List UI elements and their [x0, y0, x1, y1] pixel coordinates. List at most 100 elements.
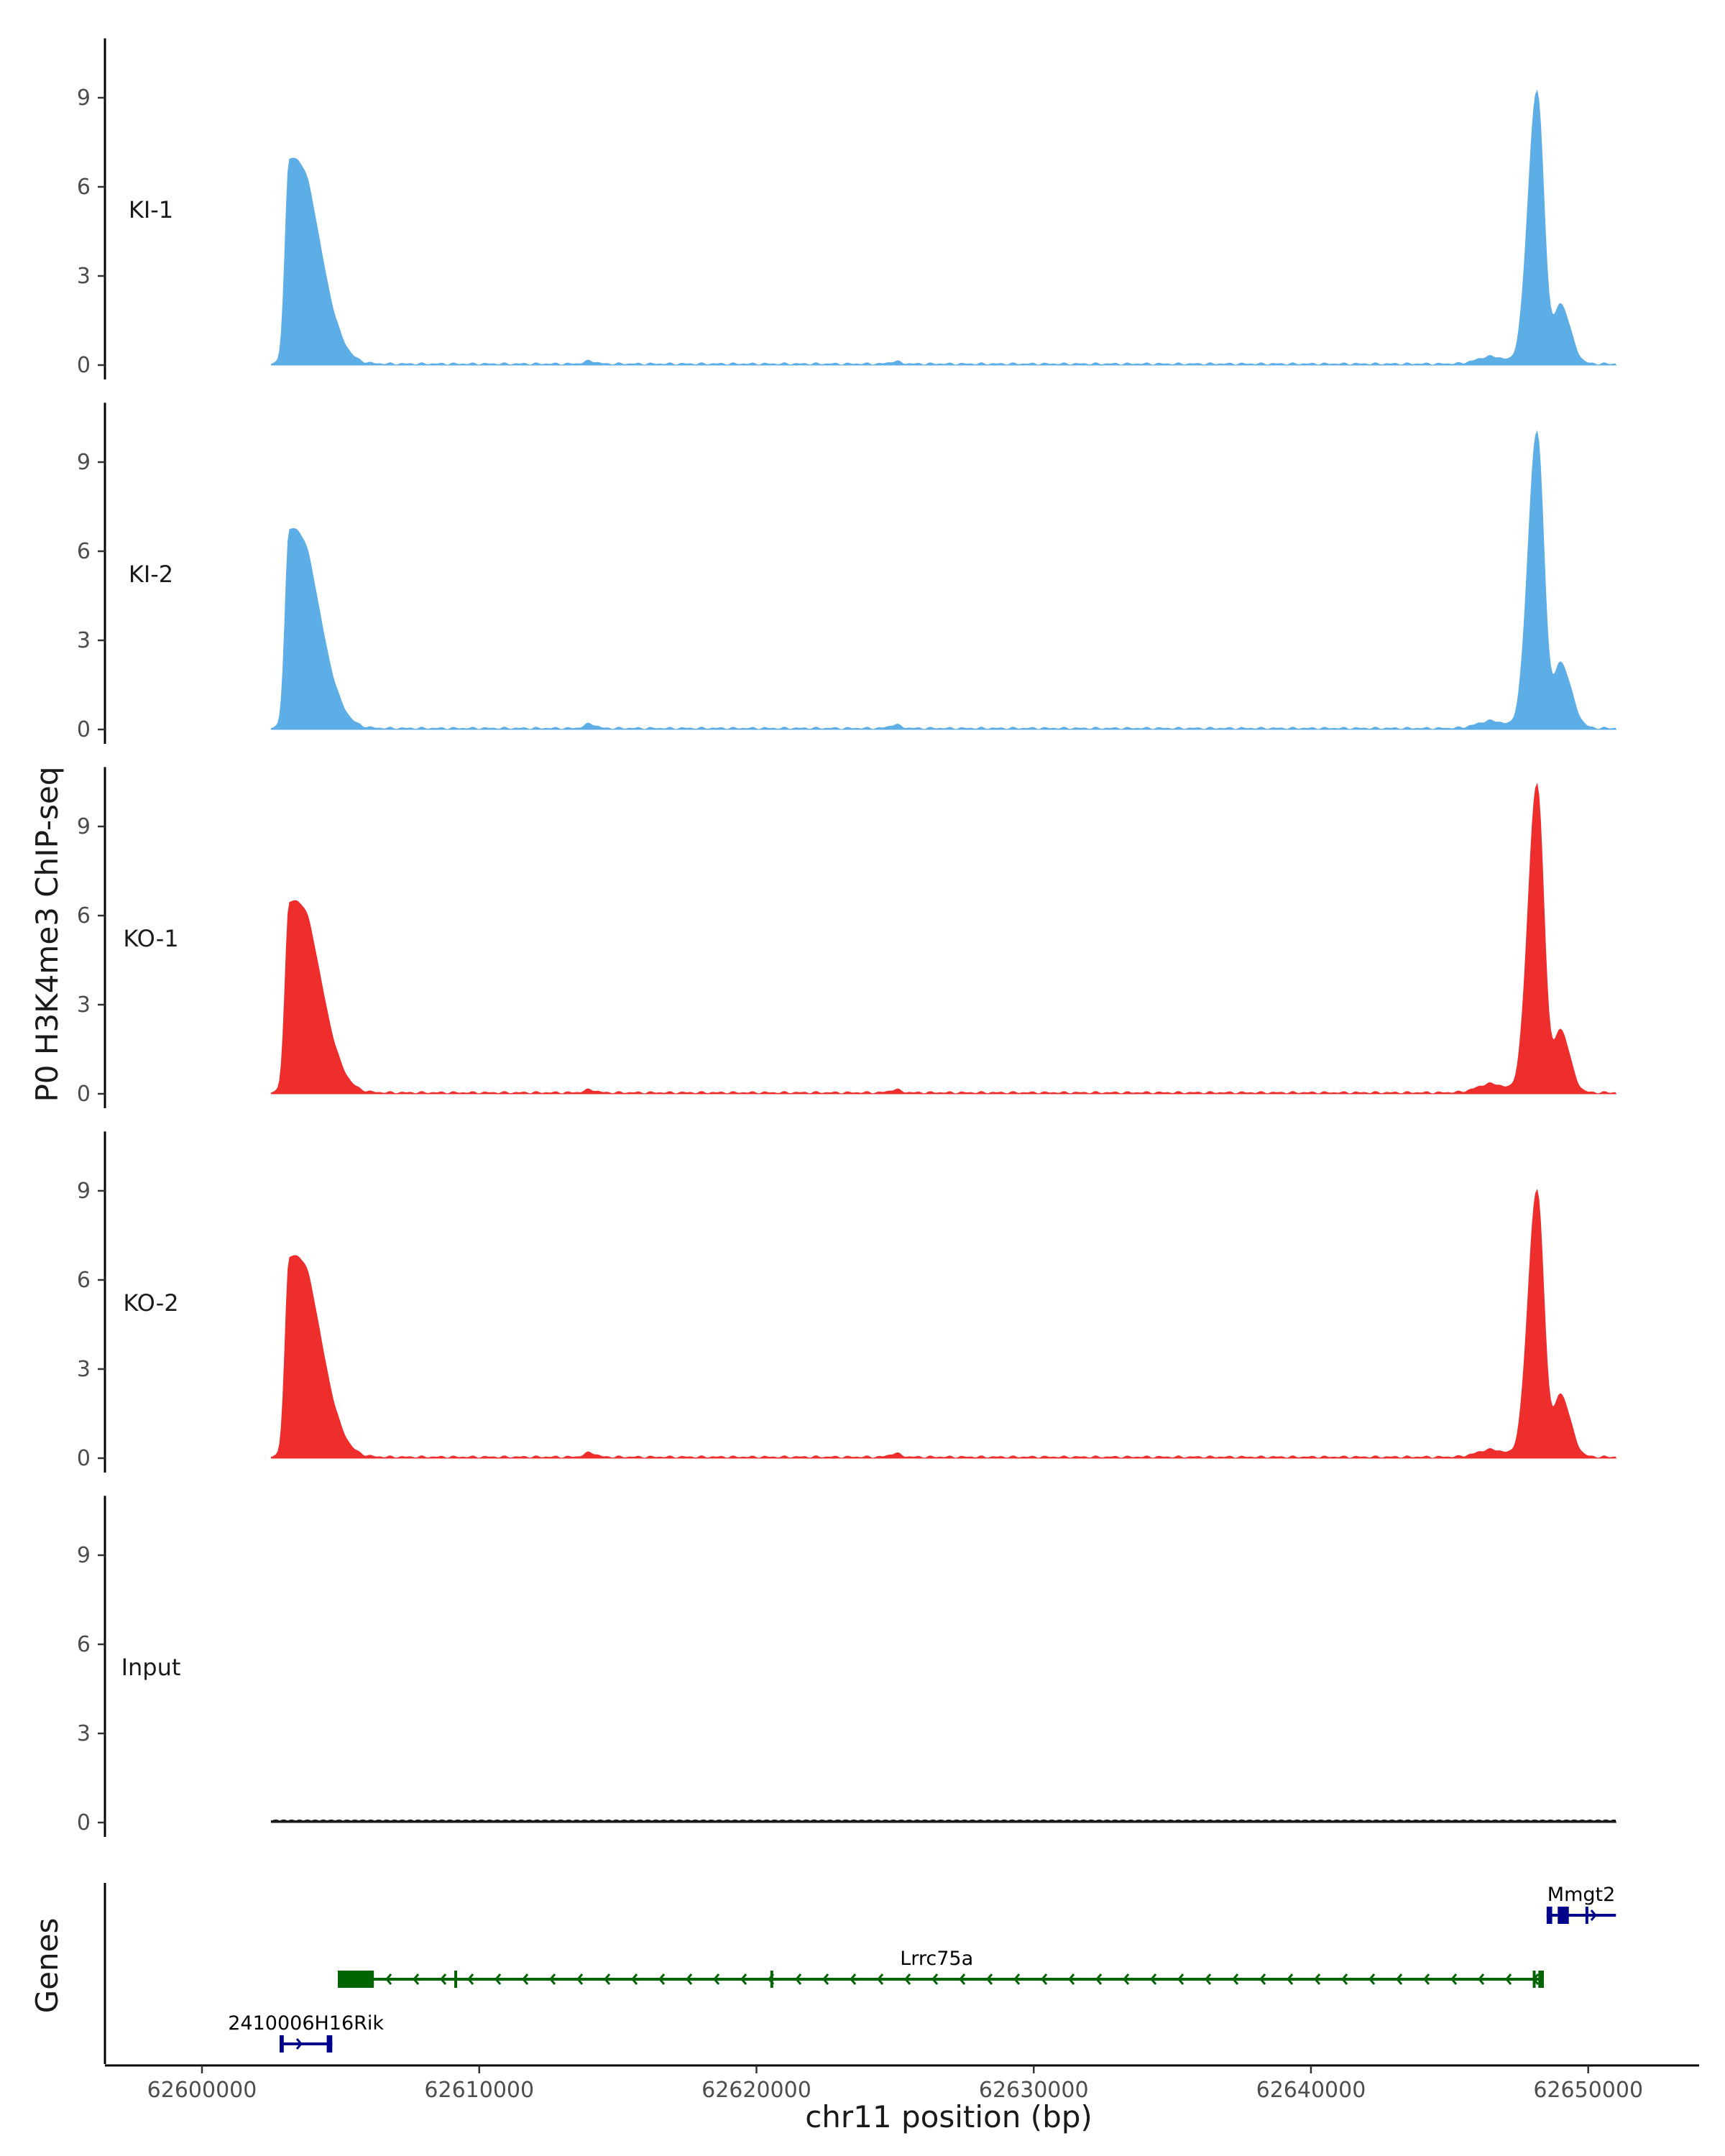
x-tick-label: 62650000: [1533, 2078, 1643, 2103]
y-tick-label: 9: [77, 86, 91, 111]
exon: [1532, 1971, 1536, 1988]
strand-arrow: [1287, 1973, 1294, 1985]
strand-arrow: [549, 1973, 556, 1985]
strand-arrow: [1013, 1973, 1021, 1985]
y-tick-label: 6: [77, 539, 91, 564]
strand-arrow: [795, 1973, 802, 1985]
strand-arrow: [385, 1973, 392, 1985]
strand-arrow: [986, 1973, 993, 1985]
exon: [326, 2035, 333, 2053]
strand-arrow: [959, 1973, 966, 1985]
exon: [1558, 1907, 1569, 1924]
y-tick-label: 6: [77, 1268, 91, 1293]
strand-arrow: [440, 1973, 447, 1985]
track-label: KO-2: [123, 1289, 178, 1317]
genes-panel: Mmgt2 Lrrc75a 2410006H16Rik: [104, 1883, 1616, 2064]
y-tick-label: 0: [77, 353, 91, 378]
gene-label: Mmgt2: [1547, 1884, 1616, 1906]
track-ki-1: 0 3 6 9 KI-1: [77, 38, 1617, 379]
strand-arrow: [850, 1973, 857, 1985]
strand-arrow: [1590, 1909, 1597, 1921]
strand-arrow: [904, 1973, 911, 1985]
x-tick-label: 62600000: [147, 2078, 257, 2103]
gene-label: 2410006H16Rik: [228, 2012, 384, 2035]
strand-arrow: [467, 1973, 474, 1985]
x-tick-label: 62630000: [979, 2078, 1089, 2103]
x-tick-label: 62610000: [424, 2078, 534, 2103]
x-axis: 62600000 62610000 62620000 62630000 62640000…: [105, 2064, 1699, 2103]
y-axis-title: P0 H3K4me3 ChIP-seq: [29, 766, 65, 1102]
tracks-layer: 0 3 6 9 KI-1 0 3 6 9 KI-2 0 3 6 9 KO-1 0 3 6 9 KO-2 0 3 6 9 Inpu…: [77, 38, 1617, 1837]
y-tick-label: 9: [77, 450, 91, 475]
strand-arrow: [1068, 1973, 1075, 1985]
gene-lrrc75a: Lrrc75a: [338, 1948, 1544, 1988]
track-label: Input: [121, 1654, 181, 1681]
strand-arrow: [686, 1973, 693, 1985]
gene-label: Lrrc75a: [900, 1948, 973, 1970]
strand-arrow: [713, 1973, 720, 1985]
genes-axis-title: Genes: [29, 1918, 65, 2014]
exon: [1538, 1971, 1544, 1988]
strand-arrow: [522, 1973, 529, 1985]
y-tick-label: 0: [77, 1082, 91, 1107]
y-tick-label: 0: [77, 1810, 91, 1835]
strand-arrow: [1123, 1973, 1130, 1985]
track-ki-2: 0 3 6 9 KI-2: [77, 402, 1617, 744]
exon: [770, 1971, 773, 1988]
y-tick-label: 0: [77, 717, 91, 742]
exon: [280, 2035, 284, 2053]
strand-arrow: [1368, 1973, 1376, 1985]
strand-arrow: [576, 1973, 584, 1985]
track-label: KI-1: [129, 196, 173, 224]
signal-area-ki-1: [270, 89, 1617, 366]
y-tick-label: 6: [77, 1632, 91, 1657]
track-label: KI-2: [129, 561, 173, 588]
strand-arrow: [740, 1973, 748, 1985]
y-tick-label: 9: [77, 814, 91, 839]
strand-arrow: [658, 1973, 666, 1985]
signal-area-ki-2: [270, 430, 1617, 730]
y-tick-label: 3: [77, 264, 91, 289]
strand-arrow: [1478, 1973, 1485, 1985]
y-tick-label: 3: [77, 1357, 91, 1382]
signal-area-input: [270, 1819, 1616, 1823]
strand-arrow: [932, 1973, 939, 1985]
gene-mmgt2: Mmgt2: [1546, 1884, 1616, 1924]
exon: [454, 1971, 458, 1988]
strand-arrow: [1423, 1973, 1430, 1985]
x-axis-title: chr11 position (bp): [805, 2099, 1092, 2134]
strand-arrow: [1041, 1973, 1048, 1985]
signal-area-ko-1: [270, 783, 1617, 1095]
strand-arrow: [1232, 1973, 1239, 1985]
exon: [1585, 1907, 1588, 1924]
y-tick-label: 9: [77, 1179, 91, 1204]
gene-2410006h16rik: 2410006H16Rik: [228, 2012, 384, 2053]
track-ko-2: 0 3 6 9 KO-2: [77, 1131, 1617, 1473]
strand-arrow: [1095, 1973, 1103, 1985]
strand-arrow: [1205, 1973, 1212, 1985]
strand-arrow: [1450, 1973, 1458, 1985]
strand-arrow: [1259, 1973, 1266, 1985]
strand-arrow: [1396, 1973, 1403, 1985]
y-tick-label: 9: [77, 1543, 91, 1568]
track-ko-1: 0 3 6 9 KO-1: [77, 767, 1617, 1108]
strand-arrow: [413, 1973, 420, 1985]
strand-arrow: [494, 1973, 502, 1985]
y-tick-label: 3: [77, 1721, 91, 1746]
strand-arrow: [1341, 1973, 1348, 1985]
track-input: 0 3 6 9 Input: [77, 1496, 1616, 1837]
strand-arrow: [1314, 1973, 1321, 1985]
y-tick-label: 6: [77, 175, 91, 200]
strand-arrow: [1177, 1973, 1184, 1985]
exon: [338, 1971, 374, 1988]
x-tick-label: 62620000: [702, 2078, 811, 2103]
strand-arrow: [877, 1973, 884, 1985]
x-tick-label: 62640000: [1256, 2078, 1366, 2103]
y-tick-label: 0: [77, 1446, 91, 1471]
y-tick-label: 3: [77, 992, 91, 1018]
exon: [1546, 1907, 1552, 1924]
y-tick-label: 3: [77, 628, 91, 653]
strand-arrow: [1150, 1973, 1157, 1985]
track-label: KO-1: [123, 925, 178, 952]
